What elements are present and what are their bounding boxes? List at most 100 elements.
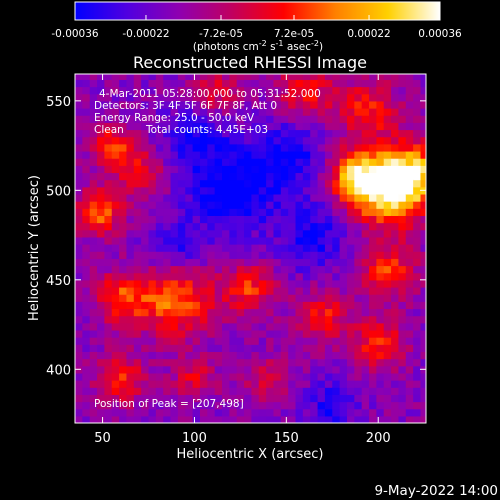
heatmap-cell: [199, 258, 208, 267]
heatmap-cell: [391, 351, 400, 360]
heatmap-cell: [199, 108, 208, 116]
heatmap-cell: [413, 193, 422, 202]
heatmap-cell: [391, 193, 400, 202]
heatmap-cell: [317, 122, 326, 131]
heatmap-cell: [170, 129, 179, 138]
heatmap-cell: [148, 365, 157, 374]
heatmap-cell: [273, 201, 282, 209]
heatmap-cell: [346, 294, 355, 302]
heatmap-cell: [177, 308, 186, 317]
heatmap-cell: [163, 387, 172, 395]
heatmap-cell: [199, 358, 208, 367]
heatmap-cell: [398, 372, 407, 381]
heatmap-cell: [361, 193, 370, 202]
heatmap-cell: [391, 201, 400, 209]
heatmap-cell: [141, 93, 150, 102]
heatmap-cell: [244, 236, 253, 245]
heatmap-cell: [413, 329, 422, 338]
heatmap-cell: [185, 74, 194, 80]
heatmap-cell: [266, 122, 275, 131]
heatmap-cell: [361, 279, 370, 288]
heatmap-cell: [97, 222, 105, 231]
heatmap-cell: [222, 93, 230, 102]
heatmap-cell: [280, 294, 289, 302]
heatmap-cell: [398, 358, 407, 367]
heatmap-cell: [177, 186, 186, 195]
heatmap-cell: [383, 244, 392, 252]
heatmap-cell: [317, 208, 326, 216]
heatmap-cell: [148, 272, 157, 281]
heatmap-cell: [214, 344, 223, 353]
heatmap-cell: [413, 401, 422, 410]
heatmap-cell: [398, 208, 407, 216]
heatmap-cell: [391, 143, 400, 152]
heatmap-cell: [332, 129, 341, 138]
heatmap-cell: [141, 158, 150, 166]
heatmap-cell: [258, 122, 267, 131]
heatmap-cell: [199, 365, 208, 374]
heatmap-cell: [339, 129, 348, 138]
heatmap-cell: [369, 337, 377, 345]
heatmap-cell: [413, 79, 422, 88]
heatmap-cell: [222, 315, 230, 324]
heatmap-cell: [310, 315, 319, 324]
heatmap-cell: [244, 208, 253, 216]
heatmap-cell: [354, 394, 363, 403]
heatmap-cell: [229, 279, 238, 288]
heatmap-cell: [398, 408, 407, 417]
heatmap-cell: [192, 387, 201, 395]
heatmap-cell: [75, 329, 83, 338]
heatmap-cell: [376, 337, 385, 345]
heatmap-cell: [133, 158, 142, 166]
heatmap-cell: [119, 208, 128, 216]
heatmap-cell: [398, 387, 407, 395]
heatmap-cell: [185, 358, 194, 367]
heatmap-cell: [369, 401, 377, 410]
heatmap-cell: [199, 222, 208, 231]
heatmap-cell: [192, 86, 201, 95]
heatmap-cell: [251, 265, 260, 274]
heatmap-cell: [391, 301, 400, 310]
heatmap-cell: [324, 251, 333, 259]
heatmap-cell: [310, 337, 319, 345]
heatmap-cell: [332, 136, 341, 145]
heatmap-cell: [405, 301, 414, 310]
heatmap-cell: [82, 315, 91, 324]
heatmap-cell: [280, 215, 289, 224]
heatmap-cell: [376, 415, 385, 423]
heatmap-cell: [229, 158, 238, 166]
heatmap-cell: [369, 215, 377, 224]
heatmap-cell: [104, 179, 113, 188]
heatmap-cell: [214, 272, 223, 281]
heatmap-cell: [376, 74, 385, 80]
heatmap-cell: [236, 365, 245, 374]
heatmap-cell: [185, 172, 194, 181]
heatmap-cell: [97, 115, 105, 123]
heatmap-cell: [89, 387, 98, 395]
heatmap-cell: [185, 215, 194, 224]
heatmap-cell: [185, 93, 194, 102]
heatmap-cell: [295, 86, 304, 95]
heatmap-cell: [236, 108, 245, 116]
heatmap-cell: [155, 308, 164, 317]
heatmap-cell: [413, 86, 422, 95]
heatmap-cell: [244, 179, 253, 188]
heatmap-cell: [229, 172, 238, 181]
heatmap-cell: [383, 222, 392, 231]
heatmap-cell: [295, 179, 304, 188]
heatmap-cell: [310, 122, 319, 131]
heatmap-cell: [133, 93, 142, 102]
heatmap-cell: [104, 108, 113, 116]
heatmap-cell: [376, 115, 385, 123]
heatmap-cell: [170, 229, 179, 238]
heatmap-cell: [310, 74, 319, 80]
heatmap-cell: [420, 136, 426, 145]
heatmap-cell: [376, 351, 385, 360]
heatmap-cell: [346, 244, 355, 252]
heatmap-cell: [89, 394, 98, 403]
heatmap-cell: [346, 380, 355, 388]
heatmap-cell: [398, 337, 407, 345]
heatmap-cell: [413, 100, 422, 109]
heatmap-cell: [413, 322, 422, 331]
heatmap-cell: [89, 244, 98, 252]
